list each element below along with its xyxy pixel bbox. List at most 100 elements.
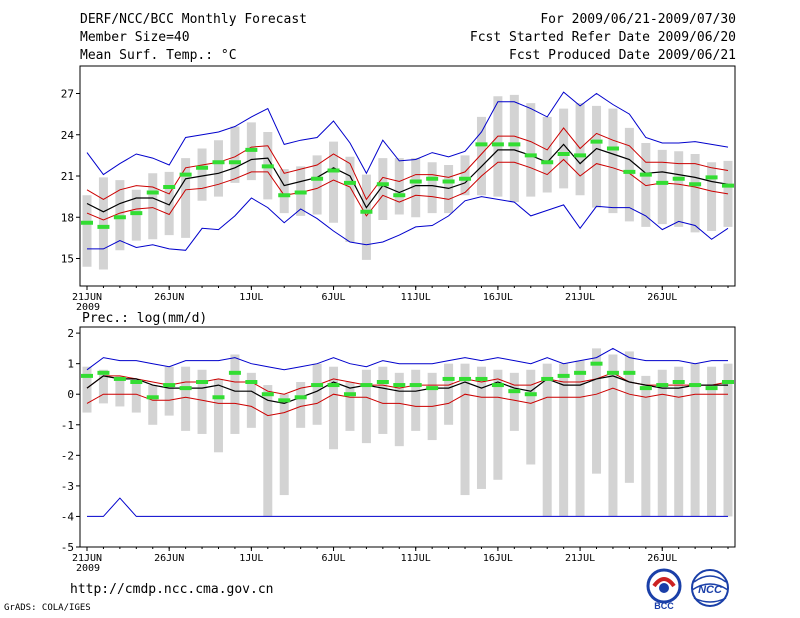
temp-spread-bar bbox=[427, 162, 437, 214]
temp-median-marker bbox=[261, 164, 274, 169]
prec-median-marker bbox=[393, 383, 406, 388]
prec-spread-bar bbox=[312, 363, 322, 425]
temp-spread-bar bbox=[312, 155, 322, 215]
prec-max-line bbox=[86, 347, 728, 371]
ncc-logo-text: NCC bbox=[698, 584, 723, 596]
temp-median-marker bbox=[278, 193, 291, 198]
prec-median-marker bbox=[426, 386, 439, 391]
temp-median-marker bbox=[639, 172, 652, 177]
temp-spread-bar bbox=[115, 180, 125, 251]
prec-ytick-label: -5 bbox=[61, 541, 74, 554]
prec-spread-bar bbox=[131, 378, 141, 413]
prec-spread-bar bbox=[559, 363, 569, 517]
prec-spread-bar bbox=[378, 366, 388, 434]
temp-median-marker bbox=[590, 139, 603, 144]
prec-median-marker bbox=[722, 380, 734, 384]
footer-url[interactable]: http://cmdp.ncc.cma.gov.cn bbox=[70, 582, 274, 597]
member-size: Member Size=40 bbox=[80, 30, 190, 45]
temp-ytick-label: 27 bbox=[61, 88, 74, 101]
temp-spread-bar bbox=[148, 173, 158, 240]
prec-upper-line bbox=[86, 372, 729, 395]
temp-xtick-label: 1JUL bbox=[239, 292, 263, 303]
prec-spread-bar bbox=[592, 348, 602, 474]
temp-median-marker bbox=[623, 169, 636, 174]
prec-median-marker bbox=[327, 383, 340, 388]
temp-median-marker bbox=[294, 190, 307, 195]
temp-median-marker bbox=[705, 175, 718, 180]
prec-median-marker bbox=[442, 376, 455, 381]
bcc-logo: BCC bbox=[640, 568, 688, 611]
prec-median-marker bbox=[163, 383, 176, 388]
forecast-period: For 2009/06/21-2009/07/30 bbox=[540, 12, 736, 27]
temp-median-marker bbox=[574, 153, 587, 158]
temp-median-marker bbox=[311, 176, 324, 181]
temp-median-marker bbox=[97, 224, 110, 229]
bcc-logo-text: BCC bbox=[654, 601, 674, 611]
temp-median-marker bbox=[228, 160, 241, 165]
prec-xtick-label: 1JUL bbox=[239, 553, 263, 564]
temp-spread-bar bbox=[394, 158, 404, 215]
prec-spread-bar bbox=[279, 394, 289, 496]
temp-spread-bar bbox=[329, 141, 339, 223]
prec-median-marker bbox=[491, 383, 504, 388]
temp-median-marker bbox=[475, 142, 488, 147]
temp-min-line bbox=[87, 196, 729, 251]
temp-median-marker bbox=[491, 142, 504, 147]
temp-spread-bar bbox=[657, 149, 667, 225]
prec-lower-line bbox=[86, 387, 728, 417]
grads-credit: GrADS: COLA/IGES bbox=[4, 603, 91, 613]
prec-spread-bar bbox=[509, 372, 519, 431]
prec-spread-bar bbox=[624, 351, 634, 483]
prec-median-marker bbox=[360, 383, 373, 388]
prec-median-marker bbox=[524, 392, 537, 397]
prec-spread-bar bbox=[213, 378, 223, 453]
temp-xtick-label: 26JUL bbox=[647, 292, 677, 303]
temp-median-marker bbox=[196, 165, 209, 170]
prec-spread-bar bbox=[115, 375, 125, 407]
prec-median-marker bbox=[623, 370, 636, 375]
temp-lower-line bbox=[86, 158, 729, 221]
temp-spread-bar bbox=[82, 195, 92, 267]
temp-median-marker bbox=[524, 153, 537, 158]
prec-xtick-label: 21JUL bbox=[565, 553, 595, 564]
temp-xtick-label: 26JUN bbox=[154, 292, 184, 303]
temp-median-marker bbox=[245, 147, 258, 152]
temp-spread-bar bbox=[345, 156, 355, 242]
prec-median-marker bbox=[606, 370, 619, 375]
temp-median-marker bbox=[376, 182, 389, 187]
temp-frame bbox=[79, 65, 736, 287]
prec-spread-bar bbox=[82, 366, 92, 413]
temp-xtick-label: 21JUN bbox=[72, 292, 102, 303]
temp-median-marker bbox=[212, 160, 225, 165]
prec-median-marker bbox=[475, 376, 488, 381]
prec-xtick-label: 11JUL bbox=[401, 553, 431, 564]
temp-ytick-label: 21 bbox=[61, 170, 74, 183]
prec-median-marker bbox=[508, 389, 521, 394]
prec-median-marker bbox=[574, 370, 587, 375]
temp-median-marker bbox=[343, 180, 356, 185]
temp-spread-bar bbox=[181, 158, 191, 238]
temp-spread-bar bbox=[131, 189, 141, 241]
prec-median-marker bbox=[459, 376, 472, 381]
ncc-logo: NCC bbox=[686, 568, 734, 608]
prec-median-marker bbox=[179, 386, 192, 391]
temp-spread-bar bbox=[230, 126, 240, 183]
prec-mean-line bbox=[86, 375, 728, 405]
prec-spread-bar bbox=[411, 369, 421, 431]
temp-median-marker bbox=[130, 211, 143, 216]
prec-spread-bar bbox=[263, 385, 273, 517]
prec-median-marker bbox=[212, 395, 225, 400]
prec-spread-bar bbox=[148, 385, 158, 425]
variable-label: Mean Surf. Temp.: °C bbox=[80, 48, 237, 63]
prec-spread-bar bbox=[197, 369, 207, 434]
prec-median-marker bbox=[557, 373, 570, 378]
temp-median-marker bbox=[327, 168, 340, 173]
temp-spread-bar bbox=[624, 127, 634, 222]
prec-ytick-label: -3 bbox=[61, 480, 74, 493]
temp-ytick-label: 18 bbox=[61, 211, 74, 224]
prec-spread-bar bbox=[493, 369, 503, 480]
temp-upper-line bbox=[86, 127, 729, 201]
temp-spread-bar bbox=[542, 116, 552, 193]
prec-median-marker bbox=[376, 380, 389, 384]
